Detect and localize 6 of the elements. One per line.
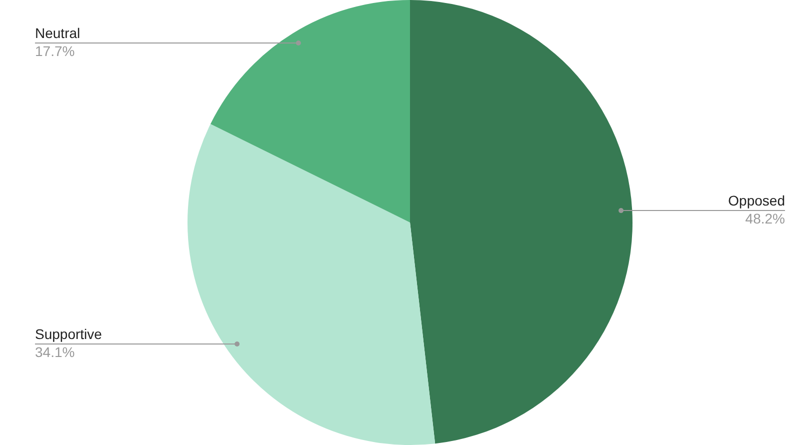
data-label: 48.2% — [745, 210, 785, 226]
data-label: 34.1% — [35, 344, 75, 360]
slice-label: Supportive — [35, 326, 102, 342]
data-label: 17.7% — [35, 42, 75, 59]
slice-label: Opposed — [728, 192, 785, 208]
slice-label: Neutral — [35, 24, 80, 41]
